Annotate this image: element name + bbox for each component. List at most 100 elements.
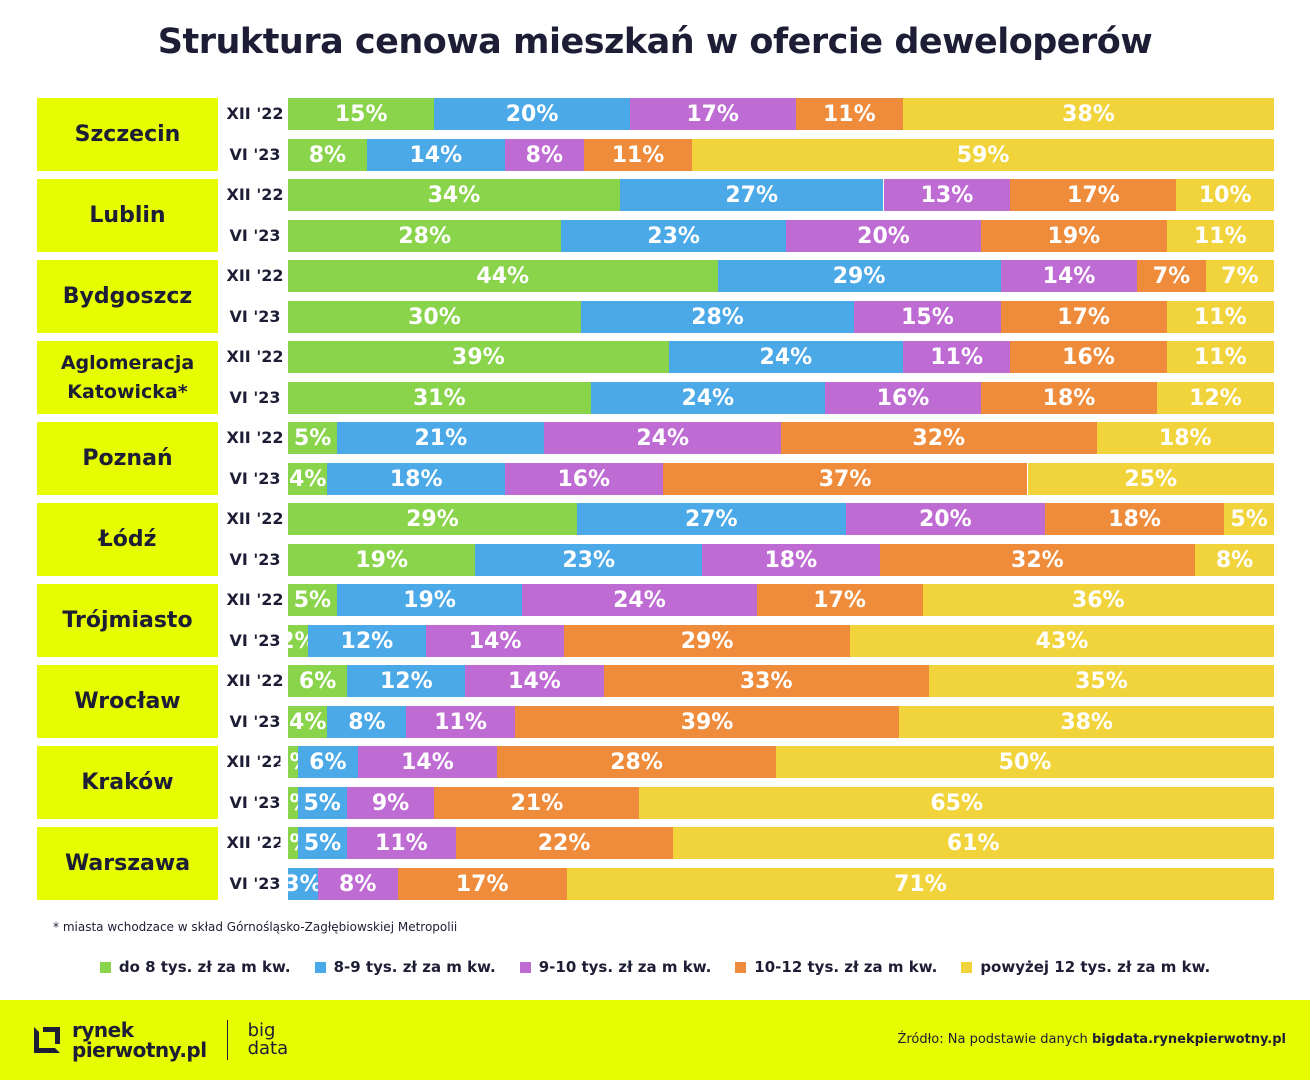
bar-segment: 11% (795, 98, 904, 130)
legend-item: do 8 tys. zł za m kw. (99, 958, 291, 976)
bar-row: 5% 19% 24% 17% 36% (288, 584, 1274, 616)
period-label: VI '23 (229, 631, 281, 650)
legend-item: powyżej 12 tys. zł za m kw. (961, 958, 1210, 976)
bar-row: 1% 5% 9% 21% 65% (274, 787, 1274, 819)
city-label: Łódź (37, 503, 218, 576)
bar-segment: 18% (327, 463, 505, 495)
bar-segment: 17% (1000, 301, 1167, 333)
city-label: Poznań (37, 422, 218, 495)
bar-row: 29% 27% 20% 18% 5% (288, 503, 1274, 535)
legend-swatch (519, 961, 531, 973)
bar-segment: 3% (284, 868, 322, 900)
bar-segment: 20% (785, 220, 982, 252)
legend-item: 8-9 tys. zł za m kw. (314, 958, 496, 976)
bar-row: 4% 18% 16% 37% 25% (288, 463, 1274, 495)
bar-segment: 23% (561, 220, 786, 252)
bar-segment: 2% (279, 625, 317, 657)
bar-segment: 15% (288, 98, 435, 130)
bar-segment: 32% (781, 422, 1097, 454)
legend-label: 9-10 tys. zł za m kw. (538, 958, 712, 976)
bar-segment: 1% (274, 827, 312, 859)
bar-segment: 38% (899, 706, 1274, 738)
bar-segment: 50% (776, 746, 1274, 778)
bar-segment: 59% (692, 139, 1274, 171)
bar-segment: 14% (357, 746, 498, 778)
bar-segment: 13% (883, 179, 1011, 211)
rynekpierwotny-logo[interactable]: rynek pierwotny.pl big data (34, 1020, 288, 1060)
bar-segment: 4% (288, 706, 328, 738)
legend-label: 8-9 tys. zł za m kw. (333, 958, 496, 976)
bar-segment: 10% (1176, 179, 1274, 211)
bar-segment: 5% (288, 422, 338, 454)
bar-segment: 16% (504, 463, 663, 495)
bar-segment: 22% (455, 827, 673, 859)
source-note: Źródło: Na podstawie danych bigdata.ryne… (897, 1032, 1286, 1047)
bigdata-logo-line-1: big (247, 1020, 276, 1041)
city-label: Lublin (37, 179, 218, 252)
bar-segment: 8% (317, 868, 398, 900)
legend-swatch (99, 961, 111, 973)
bar-segment: 38% (903, 98, 1274, 130)
bar-segment: 34% (288, 179, 620, 211)
bar-segment: 11% (1166, 301, 1274, 333)
bar-segment: 7% (1205, 260, 1274, 292)
bar-row: 44% 29% 14% 7% 7% (288, 260, 1274, 292)
bar-segment: 33% (603, 665, 929, 697)
bar-segment: 39% (288, 341, 669, 373)
period-label: VI '23 (229, 307, 281, 326)
bar-segment: 32% (879, 544, 1196, 576)
bar-segment: 18% (1096, 422, 1274, 454)
bar-segment: 8% (327, 706, 407, 738)
bar-row: 39% 24% 11% 16% 11% (288, 341, 1274, 373)
bar-segment: 7% (1137, 260, 1206, 292)
bar-row: 19% 23% 18% 32% 8% (288, 544, 1274, 576)
logo-line-2: pierwotny.pl (72, 1038, 207, 1062)
chart-title: Struktura cenowa mieszkań w ofercie dewe… (157, 22, 1153, 62)
bar-segment: 11% (1166, 341, 1274, 373)
city-label: Kraków (37, 746, 218, 819)
legend: do 8 tys. zł za m kw. 8-9 tys. zł za m kw… (0, 958, 1310, 976)
bar-row: 5% 21% 24% 32% 18% (288, 422, 1274, 454)
source-link[interactable]: bigdata.rynekpierwotny.pl (1091, 1032, 1286, 1047)
period-label: VI '23 (229, 226, 281, 245)
period-label: VI '23 (229, 388, 281, 407)
legend-swatch (314, 961, 326, 973)
bar-row: 28% 23% 20% 19% 11% (288, 220, 1274, 252)
bar-segment: 20% (434, 98, 630, 130)
period-label: XII '22 (226, 347, 284, 366)
bar-segment: 29% (564, 625, 851, 657)
bar-segment: 28% (497, 746, 776, 778)
bar-segment: 24% (544, 422, 781, 454)
legend-item: 9-10 tys. zł za m kw. (519, 958, 712, 976)
bar-row: 30% 28% 15% 17% 11% (288, 301, 1274, 333)
bar-segment: 23% (475, 544, 703, 576)
bar-segment: 11% (406, 706, 515, 738)
bar-row: 1% 5% 11% 22% 61% (274, 827, 1274, 859)
period-label: XII '22 (226, 752, 284, 771)
footer-bar: rynek pierwotny.pl big data Źródło: Na p… (0, 1000, 1310, 1080)
bar-segment: 24% (590, 382, 825, 414)
bar-segment: 35% (928, 665, 1274, 697)
bar-row: 34% 27% 13% 17% 10% (288, 179, 1274, 211)
bar-segment: 21% (434, 787, 640, 819)
bar-segment: 12% (347, 665, 466, 697)
bar-segment: 11% (1166, 220, 1274, 252)
source-prefix: Źródło: Na podstawie danych (897, 1032, 1092, 1047)
logo-square-icon (34, 1027, 60, 1053)
bar-segment: 21% (337, 422, 545, 454)
bar-segment: 5% (297, 787, 347, 819)
legend-item: 10-12 tys. zł za m kw. (735, 958, 937, 976)
period-label: VI '23 (229, 145, 281, 164)
bar-segment: 19% (981, 220, 1167, 252)
bar-segment: 28% (288, 220, 562, 252)
bar-segment: 65% (639, 787, 1274, 819)
period-label: XII '22 (226, 185, 284, 204)
bar-row: 3% 8% 17% 71% (284, 868, 1274, 900)
bar-row: 2% 12% 14% 29% 43% (279, 625, 1274, 657)
bar-segment: 18% (1044, 503, 1225, 535)
period-label: XII '22 (226, 266, 284, 285)
bar-segment: 17% (756, 584, 923, 616)
bar-segment: 11% (347, 827, 456, 859)
bar-row: 1% 6% 14% 28% 50% (274, 746, 1274, 778)
bar-row: 15% 20% 17% 11% 38% (288, 98, 1274, 130)
